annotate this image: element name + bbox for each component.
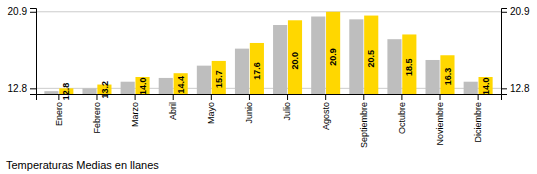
tick: Junio: [244, 94, 254, 124]
bar: [235, 49, 249, 94]
bar: [288, 20, 302, 94]
tick-label: Febrero: [92, 102, 102, 134]
y2-axis-line: [502, 9, 508, 95]
tick: Febrero: [92, 94, 102, 134]
tick-label: Marzo: [130, 102, 140, 127]
tick-label: Mayo: [206, 102, 216, 124]
tick-mark: [30, 88, 36, 89]
tick-label: Junio: [244, 102, 254, 124]
tick-label: Julio: [282, 102, 292, 121]
data-label: 16.3: [443, 68, 453, 86]
tick: Septiembre: [359, 94, 369, 148]
data-label: 18.5: [404, 58, 414, 76]
bar: [44, 91, 58, 94]
tick-label: Abril: [168, 102, 178, 120]
tick: 12.8: [501, 83, 530, 94]
tick: 20.9: [8, 6, 36, 17]
tick-mark: [287, 94, 288, 100]
bar: [82, 88, 96, 94]
bar: [326, 12, 340, 94]
tick: Marzo: [130, 94, 140, 127]
data-label: 20.0: [290, 52, 300, 70]
tick: Agosto: [321, 94, 331, 130]
x-axis: Enero Febrero Marzo Abril Mayo Junio Julio Agos…: [37, 94, 502, 148]
bar: [349, 19, 363, 94]
tick: Mayo: [206, 94, 216, 124]
tick-mark: [363, 94, 364, 100]
bar: [440, 55, 454, 94]
tick: Octubre: [397, 94, 407, 134]
bar: [364, 16, 378, 94]
tick-mark: [135, 94, 136, 100]
chart: 12.8 13.2 14.0 14.4 15.7 17.6 20.0 20.9 20.5 18.5…: [0, 0, 537, 174]
x-axis-line: [37, 95, 502, 101]
tick-mark: [96, 94, 97, 100]
y-axis: 12.8 20.9: [8, 6, 37, 94]
tick-mark: [501, 88, 507, 89]
bar: [159, 78, 173, 94]
grid-line: [36, 11, 501, 12]
bar: [197, 66, 211, 94]
tick-mark: [501, 12, 507, 13]
tick-label: Enero: [54, 102, 64, 126]
data-label: 14.0: [138, 78, 148, 96]
y2-axis: 12.8 20.9: [501, 6, 530, 94]
bar: [250, 43, 264, 94]
data-label: 14.4: [176, 76, 186, 94]
bars: [44, 12, 492, 94]
tick-mark: [401, 94, 402, 100]
title: Temperaturas Medias en llanes: [6, 159, 159, 171]
tick-mark: [173, 94, 174, 100]
data-label: 13.2: [100, 81, 110, 99]
tick: Julio: [282, 94, 292, 121]
tick-mark: [325, 94, 326, 100]
tick-mark: [211, 94, 212, 100]
tick-mark: [58, 94, 59, 100]
data-label: 20.5: [366, 50, 376, 68]
bar: [311, 17, 325, 94]
tick: Noviembre: [435, 94, 445, 146]
tick: Enero: [54, 94, 64, 126]
tick: Diciembre: [473, 94, 483, 143]
tick: 12.8: [8, 83, 36, 94]
tick-label: 12.8: [510, 83, 530, 94]
data-label: 17.6: [252, 62, 262, 80]
tick: 20.9: [501, 6, 530, 17]
bar: [121, 82, 135, 94]
bar: [212, 61, 226, 94]
bar: [426, 60, 440, 94]
tick-mark: [478, 94, 479, 100]
series: [59, 12, 492, 94]
tick-label: Noviembre: [435, 102, 445, 146]
tick-mark: [30, 12, 36, 13]
tick-label: Octubre: [397, 102, 407, 134]
data-label: 15.7: [214, 70, 224, 88]
tick-label: 12.8: [8, 83, 28, 94]
tick-label: Septiembre: [359, 102, 369, 148]
tick-label: Agosto: [321, 102, 331, 130]
data-label: 20.9: [328, 48, 338, 66]
data-label: 14.0: [481, 78, 491, 96]
tick-label: Diciembre: [473, 102, 483, 143]
data-labels: 12.8 13.2 14.0 14.4 15.7 17.6 20.0 20.9 20.5 18.5…: [61, 48, 490, 100]
tick-label: 20.9: [8, 6, 28, 17]
tick: Abril: [168, 94, 178, 120]
tick-label: 20.9: [510, 6, 530, 17]
y-axis-line: [30, 9, 37, 95]
bar: [174, 73, 188, 94]
bar: [402, 34, 416, 94]
bar: [273, 25, 287, 94]
bar: [387, 39, 401, 94]
tick-mark: [249, 94, 250, 100]
tick-mark: [440, 94, 441, 100]
data-label: 12.8: [61, 83, 71, 101]
bar: [464, 82, 478, 94]
